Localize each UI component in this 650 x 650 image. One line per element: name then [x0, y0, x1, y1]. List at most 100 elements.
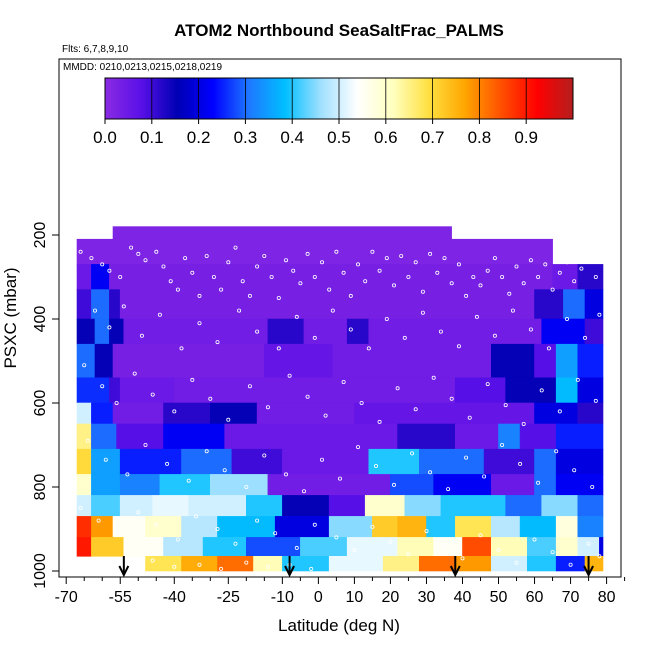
sample-point	[557, 270, 562, 275]
heatmap-cell	[328, 495, 366, 517]
sample-point	[237, 308, 242, 313]
heatmap-cell	[109, 264, 553, 290]
sample-point	[82, 363, 87, 368]
sample-point	[269, 274, 274, 279]
sample-point	[175, 287, 180, 292]
sample-point	[327, 287, 332, 292]
sample-point	[341, 270, 346, 275]
x-axis: -70 -55 -40 -25 -10 0 10 20 30 40 50 60 70 80	[55, 577, 626, 606]
heatmap-cell	[599, 537, 604, 557]
heatmap-cell	[490, 343, 535, 379]
sample-point	[388, 539, 393, 544]
colorbar-tick-label: 0.5	[327, 128, 351, 147]
heatmap-cell	[577, 377, 604, 404]
sample-point	[226, 417, 231, 422]
sample-point	[298, 281, 303, 286]
sample-point	[500, 274, 505, 279]
sample-point	[474, 314, 479, 319]
heatmap-cell	[541, 495, 579, 517]
sample-point	[78, 249, 83, 254]
heatmap-cell	[577, 516, 604, 538]
sample-point	[597, 312, 602, 317]
heatmap-cell	[454, 377, 506, 404]
sample-point	[348, 327, 353, 332]
latitude-arrow-head	[449, 565, 461, 578]
heatmap-cell	[202, 537, 247, 557]
heatmap-cell	[91, 402, 114, 425]
heatmap-cell	[76, 402, 92, 425]
heatmap-cell	[541, 318, 586, 345]
sample-point	[550, 550, 555, 555]
x-tick-label: -25	[217, 589, 240, 606]
sample-point	[510, 308, 515, 313]
heatmap-cell	[145, 555, 182, 572]
sample-point	[193, 514, 198, 519]
sample-point	[384, 316, 389, 321]
sample-point	[359, 400, 364, 405]
heatmap-cell	[263, 343, 333, 379]
sample-point	[492, 256, 497, 261]
sample-point	[391, 283, 396, 288]
heatmap-cell	[76, 537, 92, 557]
sample-point	[536, 274, 541, 279]
sample-point	[500, 442, 505, 447]
x-tick-label: 20	[382, 589, 400, 606]
heatmap-cell	[181, 516, 218, 538]
sample-point	[464, 455, 469, 460]
sample-point	[114, 400, 119, 405]
heatmap-cell	[94, 318, 110, 345]
sample-point	[521, 421, 526, 426]
sample-point	[543, 262, 548, 267]
colorbar-tick-label: 0.9	[514, 128, 538, 147]
sample-point	[247, 384, 252, 389]
heatmap-cell	[328, 516, 373, 538]
heatmap-cell	[181, 448, 233, 475]
sample-point	[442, 256, 447, 261]
sample-point	[514, 264, 519, 269]
heatmap-cell	[454, 516, 492, 538]
sample-point	[485, 268, 490, 273]
heatmap-cell	[246, 537, 301, 557]
x-tick-label: -70	[55, 589, 78, 606]
sample-point	[410, 451, 415, 456]
heatmap-cell	[303, 318, 348, 345]
sample-point	[143, 442, 148, 447]
sample-point	[222, 468, 227, 473]
sample-point	[255, 329, 260, 334]
heatmap-cell	[519, 423, 557, 450]
sample-point	[283, 472, 288, 477]
sample-point	[255, 264, 260, 269]
heatmap-cell	[368, 448, 420, 475]
heatmap-cell	[555, 516, 579, 538]
sample-point	[244, 484, 249, 489]
sample-point	[449, 281, 454, 286]
sample-point	[572, 279, 577, 284]
colorbar-tick-label: 0.6	[374, 128, 398, 147]
heatmap-cell	[555, 555, 586, 572]
heatmap-cell	[368, 318, 542, 345]
sample-point	[460, 556, 465, 561]
sample-point	[150, 558, 155, 563]
sample-point	[262, 453, 267, 458]
colorbar-tick-label: 0.0	[93, 128, 117, 147]
sample-point	[536, 480, 541, 485]
sample-point	[341, 379, 346, 384]
sample-point	[428, 470, 433, 475]
sample-point	[233, 541, 238, 546]
latitude-arrow-head	[118, 565, 130, 578]
sample-point	[226, 260, 231, 265]
sample-point	[93, 308, 98, 313]
heatmap-cell	[91, 537, 125, 557]
x-tick-label: 80	[598, 589, 616, 606]
sample-point	[100, 262, 105, 267]
sample-point	[265, 405, 270, 410]
sample-point	[154, 522, 159, 527]
heatmap-cell	[91, 289, 110, 320]
sample-point	[190, 377, 195, 382]
sample-point	[294, 545, 299, 550]
heatmap-cell	[555, 423, 604, 450]
colorbar-tick-label: 0.1	[140, 128, 164, 147]
sample-point	[478, 283, 483, 288]
sample-point	[283, 258, 288, 263]
heatmap-cell	[76, 238, 453, 265]
